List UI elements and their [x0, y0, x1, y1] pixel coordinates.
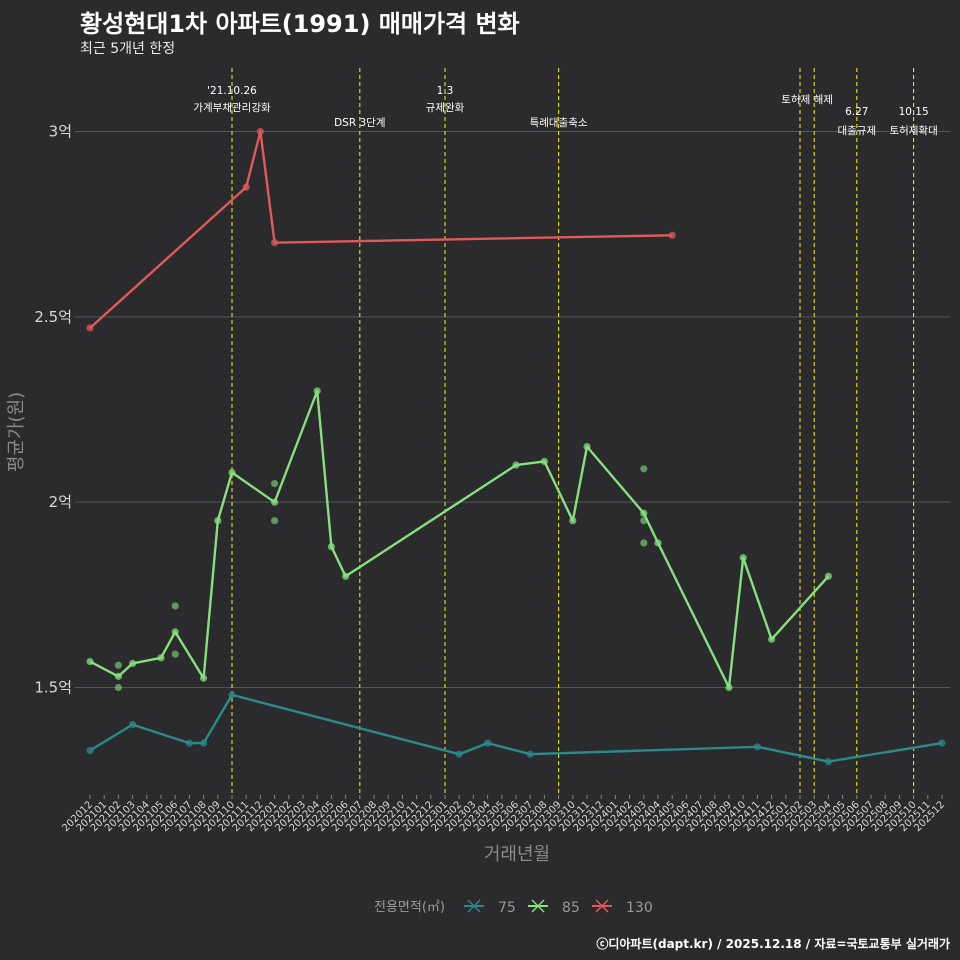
- series-line-130: [89, 130, 673, 329]
- gridlines: [75, 131, 950, 688]
- chart-subtitle: 최근 5개년 한정: [80, 41, 176, 57]
- data-point: [768, 635, 776, 643]
- y-axis-title: 평균가(원): [6, 392, 27, 472]
- annotation-label: 토허제확대: [889, 124, 937, 137]
- legend-label: 75: [498, 900, 516, 916]
- data-point: [157, 654, 165, 662]
- series-line-85: [89, 389, 830, 689]
- data-point: [271, 498, 279, 506]
- data-point: [569, 517, 577, 525]
- legend-label: 130: [626, 900, 653, 916]
- scatter-point: [640, 465, 648, 473]
- chart-title: 황성현대1차 아파트(1991) 매매가격 변화: [80, 10, 520, 38]
- data-point: [200, 739, 208, 747]
- data-point: [526, 750, 534, 758]
- scatter-point: [171, 650, 179, 658]
- scatter-point: [271, 517, 279, 525]
- scatter-point: [114, 661, 122, 669]
- annotation-label: 가계부채관리강화: [193, 102, 271, 114]
- data-point: [327, 543, 335, 551]
- legend: 전용면적(㎡) 75 85 130: [374, 899, 653, 916]
- data-point: [938, 739, 946, 747]
- data-point: [171, 628, 179, 636]
- annotation-label: 10.15: [899, 106, 929, 118]
- annotation-label: 대출규제: [837, 125, 876, 137]
- annotation-label: 규제완화: [426, 101, 465, 114]
- y-tick-label: 2억: [49, 493, 72, 511]
- scatter-point: [271, 480, 279, 488]
- data-point: [583, 442, 591, 451]
- scatter-point: [640, 517, 648, 525]
- annotation-label: DSR 3단계: [334, 117, 385, 129]
- scatter-point: [640, 539, 648, 547]
- data-point: [484, 739, 492, 747]
- data-point: [200, 674, 208, 682]
- legend-label: 85: [562, 900, 580, 916]
- legend-key: [467, 899, 481, 913]
- x-axis-title: 거래년월: [484, 844, 550, 865]
- credit-line: ⓒ디아파트(dapt.kr) / 2025.12.18 / 자료=국토교통부 실…: [596, 937, 950, 951]
- data-point: [214, 517, 222, 525]
- data-point: [114, 672, 122, 680]
- series-layer: [86, 127, 946, 766]
- legend-key: [595, 899, 609, 913]
- annotation-label: 토허제 해제: [781, 93, 833, 106]
- data-point: [271, 239, 279, 247]
- data-point: [86, 324, 94, 332]
- legend-title: 전용면적(㎡): [374, 900, 445, 915]
- data-point: [129, 720, 137, 729]
- data-point: [86, 746, 94, 755]
- annotation-label: 6.27: [845, 106, 868, 118]
- data-point: [228, 468, 236, 477]
- legend-key: [531, 899, 545, 913]
- data-point: [824, 758, 833, 766]
- scatter-point: [171, 602, 179, 610]
- data-point: [185, 739, 193, 747]
- data-point: [824, 572, 833, 580]
- data-point: [313, 387, 321, 395]
- data-point: [540, 457, 549, 465]
- data-point: [455, 750, 463, 758]
- annotation-label: 특례대출축소: [530, 117, 588, 129]
- data-point: [228, 691, 236, 699]
- data-point: [753, 743, 762, 751]
- data-point: [86, 657, 94, 666]
- data-point: [129, 659, 137, 668]
- x-axis: 2020122021012021022021032021042021052021…: [60, 795, 947, 834]
- data-point: [342, 572, 350, 580]
- annotation-label: 1.3: [437, 85, 454, 97]
- data-point: [654, 539, 662, 547]
- data-point: [640, 509, 648, 517]
- y-tick-label: 1.5억: [34, 679, 72, 697]
- data-point: [725, 683, 733, 692]
- y-tick-label: 3억: [49, 123, 72, 141]
- y-axis: 1.5억 2억 2.5억 3억: [34, 123, 72, 697]
- data-point: [256, 127, 264, 136]
- data-point: [668, 231, 676, 239]
- annotation-label: '21.10.26: [207, 85, 257, 97]
- scatter-point: [114, 683, 122, 692]
- y-tick-label: 2.5억: [34, 308, 72, 326]
- data-point: [739, 554, 747, 562]
- data-point: [242, 183, 250, 191]
- data-point: [512, 461, 520, 469]
